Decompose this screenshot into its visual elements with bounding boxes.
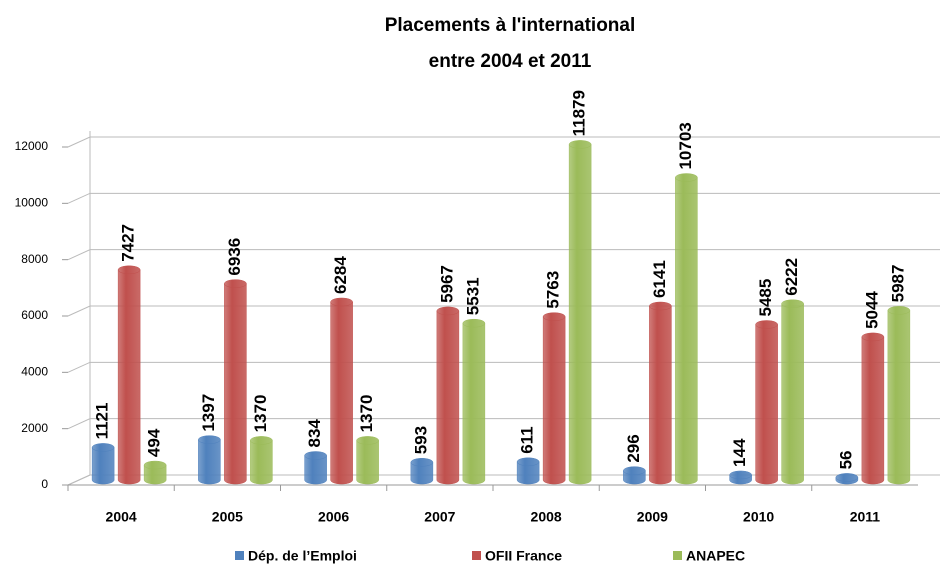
x-tick-label: 2009: [637, 509, 668, 525]
x-tick-label: 2011: [850, 509, 881, 525]
grid-line: [67, 305, 940, 317]
bar: [542, 312, 566, 485]
bar: [198, 435, 221, 485]
value-label: 6936: [225, 238, 244, 276]
bar: [330, 297, 353, 485]
value-label: 1121: [93, 403, 112, 440]
value-label: 6222: [782, 258, 801, 296]
bar: [755, 320, 778, 485]
value-label: 5485: [756, 279, 775, 317]
value-label: 7427: [119, 224, 138, 262]
y-tick-label: 6000: [21, 308, 48, 322]
legend-label: ANAPEC: [686, 548, 745, 564]
x-tick-label: 2005: [212, 509, 243, 525]
value-label: 1370: [251, 395, 270, 433]
value-label: 5967: [437, 265, 456, 303]
x-tick-label: 2010: [743, 509, 774, 525]
bar: [250, 436, 273, 485]
value-label: 6141: [650, 260, 669, 298]
chart-subtitle: entre 2004 et 2011: [429, 51, 592, 72]
y-tick-label: 0: [41, 477, 48, 491]
legend-label: OFII France: [485, 548, 562, 564]
bar: [304, 451, 327, 485]
bar: [143, 460, 167, 485]
bar: [835, 473, 859, 485]
value-label: 5763: [544, 271, 563, 309]
value-label: 10703: [676, 122, 695, 169]
value-label: 11879: [570, 90, 589, 136]
value-label: 494: [145, 428, 164, 457]
bar: [117, 265, 141, 485]
value-label: 144: [730, 438, 749, 467]
value-label: 1370: [357, 395, 376, 433]
value-label: 296: [624, 434, 643, 462]
value-label: 611: [518, 426, 537, 453]
y-tick-label: 4000: [21, 365, 48, 379]
bar: [649, 301, 672, 485]
value-label: 5531: [463, 277, 482, 315]
legend-swatch: [673, 551, 682, 560]
bar: [568, 140, 592, 485]
grid-line: [67, 136, 940, 148]
legend-swatch: [472, 551, 481, 560]
bar: [462, 318, 486, 485]
value-label: 593: [411, 426, 430, 454]
value-label: 6284: [331, 256, 350, 294]
legend-label: Dép. de l’Emploi: [248, 548, 357, 564]
value-label: 5987: [888, 265, 907, 303]
chart-title: Placements à l'international: [385, 15, 636, 36]
bar: [436, 306, 460, 485]
x-tick-label: 2004: [106, 509, 137, 525]
bar: [887, 306, 911, 485]
value-label: 56: [836, 451, 855, 470]
y-tick-label: 8000: [21, 252, 48, 266]
x-tick-label: 2008: [531, 509, 562, 525]
bar: [91, 443, 115, 485]
value-label: 5044: [862, 291, 881, 329]
bar: [675, 173, 698, 485]
bar: [516, 457, 540, 485]
x-tick-label: 2007: [424, 509, 455, 525]
y-tick-label: 12000: [15, 139, 49, 153]
bar: [410, 458, 434, 485]
bar: [224, 279, 247, 485]
x-tick-label: 2006: [318, 509, 349, 525]
value-label: 834: [305, 419, 324, 448]
y-tick-label: 2000: [21, 421, 48, 435]
bar: [729, 470, 752, 485]
value-label: 1397: [199, 394, 218, 432]
grid-line: [67, 249, 940, 261]
grid-line: [67, 192, 940, 204]
y-tick-label: 10000: [15, 196, 49, 210]
bar: [356, 436, 379, 485]
grid-line: [67, 361, 940, 373]
legend-swatch: [235, 551, 244, 560]
bar: [781, 299, 804, 485]
bar: [861, 332, 885, 485]
bar: [623, 466, 646, 485]
